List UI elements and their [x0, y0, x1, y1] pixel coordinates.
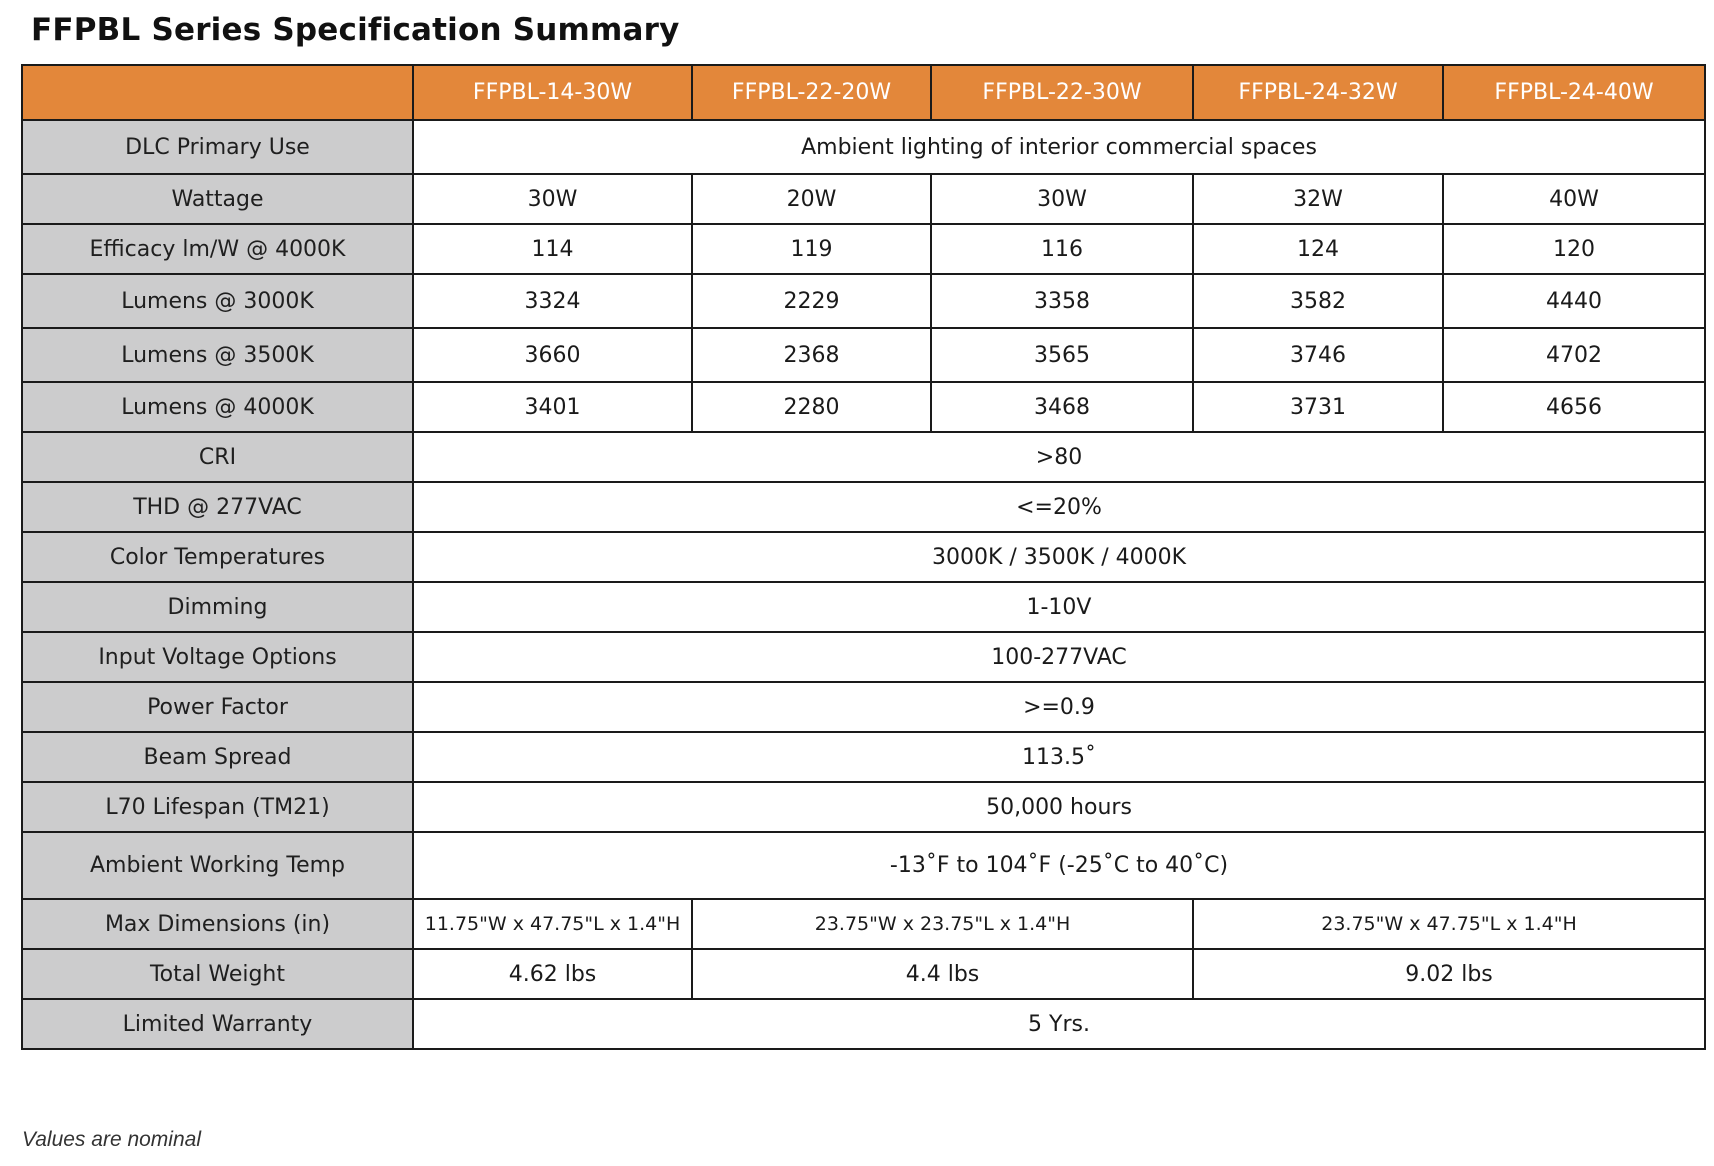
- row-input-voltage: Input Voltage Options 100-277VAC: [21, 631, 1706, 683]
- row-max-dimensions: Max Dimensions (in) 11.75"W x 47.75"L x …: [21, 898, 1706, 950]
- spec-value: >80: [412, 431, 1706, 483]
- spec-value: 30W: [930, 173, 1194, 225]
- row-label: Lumens @ 3000K: [21, 273, 414, 329]
- row-label: Power Factor: [21, 681, 414, 733]
- spec-value: 116: [930, 223, 1194, 275]
- row-wattage: Wattage 30W 20W 30W 32W 40W: [21, 173, 1706, 225]
- spec-value: 23.75"W x 47.75"L x 1.4"H: [1192, 898, 1706, 950]
- row-label: Max Dimensions (in): [21, 898, 414, 950]
- row-lumens-4000k: Lumens @ 4000K 3401 2280 3468 3731 4656: [21, 381, 1706, 433]
- row-cri: CRI >80: [21, 431, 1706, 483]
- row-lifespan: L70 Lifespan (TM21) 50,000 hours: [21, 781, 1706, 833]
- row-label: Wattage: [21, 173, 414, 225]
- spec-value: 5 Yrs.: [412, 998, 1706, 1050]
- row-efficacy: Efficacy lm/W @ 4000K 114 119 116 124 12…: [21, 223, 1706, 275]
- spec-value: 4.4 lbs: [691, 948, 1194, 1000]
- spec-value: 50,000 hours: [412, 781, 1706, 833]
- spec-value: 120: [1442, 223, 1706, 275]
- row-label: Total Weight: [21, 948, 414, 1000]
- row-ambient-temp: Ambient Working Temp -13˚F to 104˚F (-25…: [21, 831, 1706, 900]
- spec-value: 40W: [1442, 173, 1706, 225]
- spec-value: 3401: [412, 381, 693, 433]
- spec-value: 113.5˚: [412, 731, 1706, 783]
- row-label: Dimming: [21, 581, 414, 633]
- row-warranty: Limited Warranty 5 Yrs.: [21, 998, 1706, 1050]
- spec-value: 124: [1192, 223, 1444, 275]
- row-label: Ambient Working Temp: [21, 831, 414, 900]
- spec-value: 2280: [691, 381, 932, 433]
- header-corner-cell: [21, 64, 414, 121]
- row-label: Color Temperatures: [21, 531, 414, 583]
- spec-value: 20W: [691, 173, 932, 225]
- row-label: Lumens @ 4000K: [21, 381, 414, 433]
- spec-value: Ambient lighting of interior commercial …: [412, 119, 1706, 175]
- header-row: FFPBL-14-30W FFPBL-22-20W FFPBL-22-30W F…: [21, 64, 1706, 121]
- column-header-ffpbl-22-20w: FFPBL-22-20W: [691, 64, 932, 121]
- spec-value: 3324: [412, 273, 693, 329]
- spec-value: 4702: [1442, 327, 1706, 383]
- row-dlc-primary-use: DLC Primary Use Ambient lighting of inte…: [21, 119, 1706, 175]
- row-label: Lumens @ 3500K: [21, 327, 414, 383]
- row-lumens-3500k: Lumens @ 3500K 3660 2368 3565 3746 4702: [21, 327, 1706, 383]
- spec-value: 3746: [1192, 327, 1444, 383]
- row-thd: THD @ 277VAC <=20%: [21, 481, 1706, 533]
- spec-value: -13˚F to 104˚F (-25˚C to 40˚C): [412, 831, 1706, 900]
- spec-value: 119: [691, 223, 932, 275]
- row-dimming: Dimming 1-10V: [21, 581, 1706, 633]
- spec-value: 4.62 lbs: [412, 948, 693, 1000]
- row-label: CRI: [21, 431, 414, 483]
- row-label: Efficacy lm/W @ 4000K: [21, 223, 414, 275]
- spec-value: 1-10V: [412, 581, 1706, 633]
- row-color-temperatures: Color Temperatures 3000K / 3500K / 4000K: [21, 531, 1706, 583]
- row-label: Beam Spread: [21, 731, 414, 783]
- spec-value: 4440: [1442, 273, 1706, 329]
- spec-value: 3660: [412, 327, 693, 383]
- spec-value: 3358: [930, 273, 1194, 329]
- spec-summary-table: FFPBL-14-30W FFPBL-22-20W FFPBL-22-30W F…: [21, 64, 1706, 1050]
- spec-value: 3582: [1192, 273, 1444, 329]
- page-title: FFPBL Series Specification Summary: [31, 12, 680, 48]
- spec-value: 11.75"W x 47.75"L x 1.4"H: [412, 898, 693, 950]
- row-label: DLC Primary Use: [21, 119, 414, 175]
- spec-value: 2229: [691, 273, 932, 329]
- spec-value: 3731: [1192, 381, 1444, 433]
- footnote: Values are nominal: [22, 1128, 201, 1151]
- column-header-ffpbl-22-30w: FFPBL-22-30W: [930, 64, 1194, 121]
- spec-value: 9.02 lbs: [1192, 948, 1706, 1000]
- spec-value: 4656: [1442, 381, 1706, 433]
- column-header-ffpbl-24-32w: FFPBL-24-32W: [1192, 64, 1444, 121]
- column-header-ffpbl-24-40w: FFPBL-24-40W: [1442, 64, 1706, 121]
- column-header-ffpbl-14-30w: FFPBL-14-30W: [412, 64, 693, 121]
- row-power-factor: Power Factor >=0.9: [21, 681, 1706, 733]
- spec-value: 2368: [691, 327, 932, 383]
- spec-value: 3468: [930, 381, 1194, 433]
- spec-value: 100-277VAC: [412, 631, 1706, 683]
- spec-value: 23.75"W x 23.75"L x 1.4"H: [691, 898, 1194, 950]
- row-label: Input Voltage Options: [21, 631, 414, 683]
- spec-value: 3565: [930, 327, 1194, 383]
- spec-value: <=20%: [412, 481, 1706, 533]
- spec-value: 3000K / 3500K / 4000K: [412, 531, 1706, 583]
- spec-value: 30W: [412, 173, 693, 225]
- row-label: Limited Warranty: [21, 998, 414, 1050]
- spec-value: 32W: [1192, 173, 1444, 225]
- row-lumens-3000k: Lumens @ 3000K 3324 2229 3358 3582 4440: [21, 273, 1706, 329]
- row-label: THD @ 277VAC: [21, 481, 414, 533]
- spec-value: 114: [412, 223, 693, 275]
- row-label: L70 Lifespan (TM21): [21, 781, 414, 833]
- spec-value: >=0.9: [412, 681, 1706, 733]
- row-beam-spread: Beam Spread 113.5˚: [21, 731, 1706, 783]
- row-total-weight: Total Weight 4.62 lbs 4.4 lbs 9.02 lbs: [21, 948, 1706, 1000]
